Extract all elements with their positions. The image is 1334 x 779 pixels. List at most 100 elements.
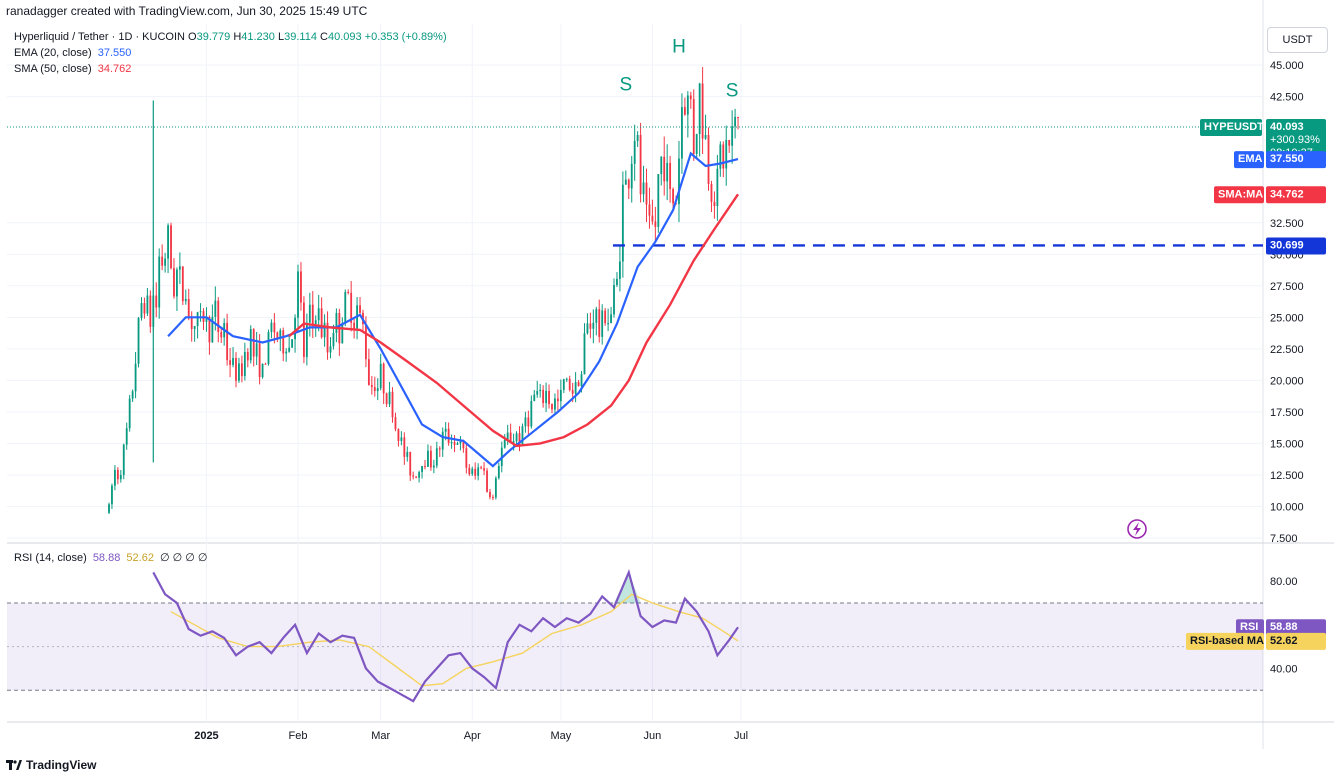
candle-body xyxy=(394,417,397,430)
candle xyxy=(385,392,388,407)
candle-body xyxy=(432,465,435,468)
candle-body xyxy=(146,295,149,314)
candle xyxy=(149,290,152,333)
ema-label-badge-text: EMA xyxy=(1238,153,1263,165)
candle xyxy=(164,252,167,273)
candle-body xyxy=(545,390,547,404)
candle xyxy=(731,110,734,164)
candle xyxy=(178,252,181,284)
candle-body xyxy=(243,352,246,377)
rsi-ma-badge-text: 52.62 xyxy=(1270,635,1298,647)
candle xyxy=(734,108,737,139)
candle xyxy=(601,304,604,345)
candle-body xyxy=(619,261,621,279)
candle-body xyxy=(329,346,332,353)
candle xyxy=(621,171,624,278)
candle xyxy=(190,311,193,342)
candle-body xyxy=(698,83,701,134)
sma-legend[interactable]: SMA (50, close) 34.762 xyxy=(14,63,131,75)
candle-body xyxy=(613,285,615,315)
symbol-badge-bg xyxy=(1200,119,1262,137)
candle xyxy=(657,174,660,233)
candle xyxy=(356,296,358,340)
candle xyxy=(542,385,545,408)
candle-body xyxy=(524,417,527,427)
candle xyxy=(471,466,474,476)
candle-body xyxy=(592,322,595,329)
candle-body xyxy=(176,269,178,297)
y-tick-label: 20.000 xyxy=(1270,375,1304,387)
currency-button[interactable]: USDT xyxy=(1267,27,1328,53)
candle-body xyxy=(554,398,556,410)
candle xyxy=(329,337,332,359)
candle xyxy=(238,357,240,383)
candle xyxy=(137,317,140,368)
candle-body xyxy=(672,188,674,204)
candle xyxy=(624,170,627,185)
last-price-badge-text: +300.93% xyxy=(1270,134,1320,146)
candle-body xyxy=(235,357,237,381)
candle xyxy=(683,97,686,116)
candle xyxy=(441,427,444,457)
candle-body xyxy=(506,432,509,440)
candle-body xyxy=(285,351,288,354)
rsi-tick-label: 40.00 xyxy=(1270,663,1298,675)
alert-lightning-icon[interactable] xyxy=(1127,519,1147,539)
candle-body xyxy=(167,225,169,259)
candle xyxy=(403,432,406,465)
candle-body xyxy=(238,363,240,381)
candle xyxy=(630,155,633,203)
candle xyxy=(184,289,187,305)
candle-body xyxy=(217,300,220,333)
candle-body xyxy=(397,429,400,441)
candle xyxy=(181,266,184,306)
candle xyxy=(373,376,376,397)
ema-badge-text: 37.550 xyxy=(1270,153,1304,165)
candle xyxy=(146,288,149,316)
candle xyxy=(205,307,208,332)
candle-body xyxy=(660,156,663,175)
candle xyxy=(113,465,116,491)
rsi-legend[interactable]: RSI (14, close) 58.88 52.62 ∅ ∅ ∅ ∅ xyxy=(14,551,208,564)
x-tick-label: Mar xyxy=(371,730,390,742)
candle-body xyxy=(367,359,370,386)
candle-body xyxy=(279,330,282,339)
sma-legend-label: SMA (50, close) xyxy=(14,63,92,75)
candle xyxy=(116,467,119,485)
candle-body xyxy=(359,305,361,313)
close-label: C xyxy=(320,31,328,43)
ema-legend[interactable]: EMA (20, close) 37.550 xyxy=(14,47,131,59)
support-badge: 30.699 xyxy=(1266,237,1326,255)
sma-label-badge: SMA:MA xyxy=(1214,186,1264,204)
candle-body xyxy=(595,309,598,323)
candle xyxy=(143,297,146,319)
candle-body xyxy=(323,322,326,338)
candle xyxy=(341,317,344,344)
candle xyxy=(651,199,654,225)
candle xyxy=(713,191,716,219)
candle-body xyxy=(158,256,161,308)
candle-body xyxy=(583,333,586,375)
candle-body xyxy=(232,357,234,365)
candle-body xyxy=(406,452,409,457)
y-tick-label: 15.000 xyxy=(1270,438,1304,450)
candle-body xyxy=(657,174,660,227)
candle-body xyxy=(341,323,344,344)
candle xyxy=(176,267,178,312)
candle-body xyxy=(536,391,539,395)
candle-body xyxy=(373,387,376,392)
candle-body xyxy=(190,316,193,329)
candle-body xyxy=(453,442,456,445)
ema-label-badge-bg xyxy=(1234,151,1264,169)
candle-body xyxy=(621,184,624,262)
rsi-label-badge-bg xyxy=(1236,619,1264,637)
candle-body xyxy=(734,116,737,127)
candle xyxy=(604,308,607,326)
sma-badge: 34.762 xyxy=(1266,186,1326,204)
candle-body xyxy=(683,107,686,115)
candle-body xyxy=(226,323,229,361)
candle-body xyxy=(421,466,423,473)
candle-body xyxy=(116,469,119,480)
y-tick-label: 12.500 xyxy=(1270,470,1304,482)
